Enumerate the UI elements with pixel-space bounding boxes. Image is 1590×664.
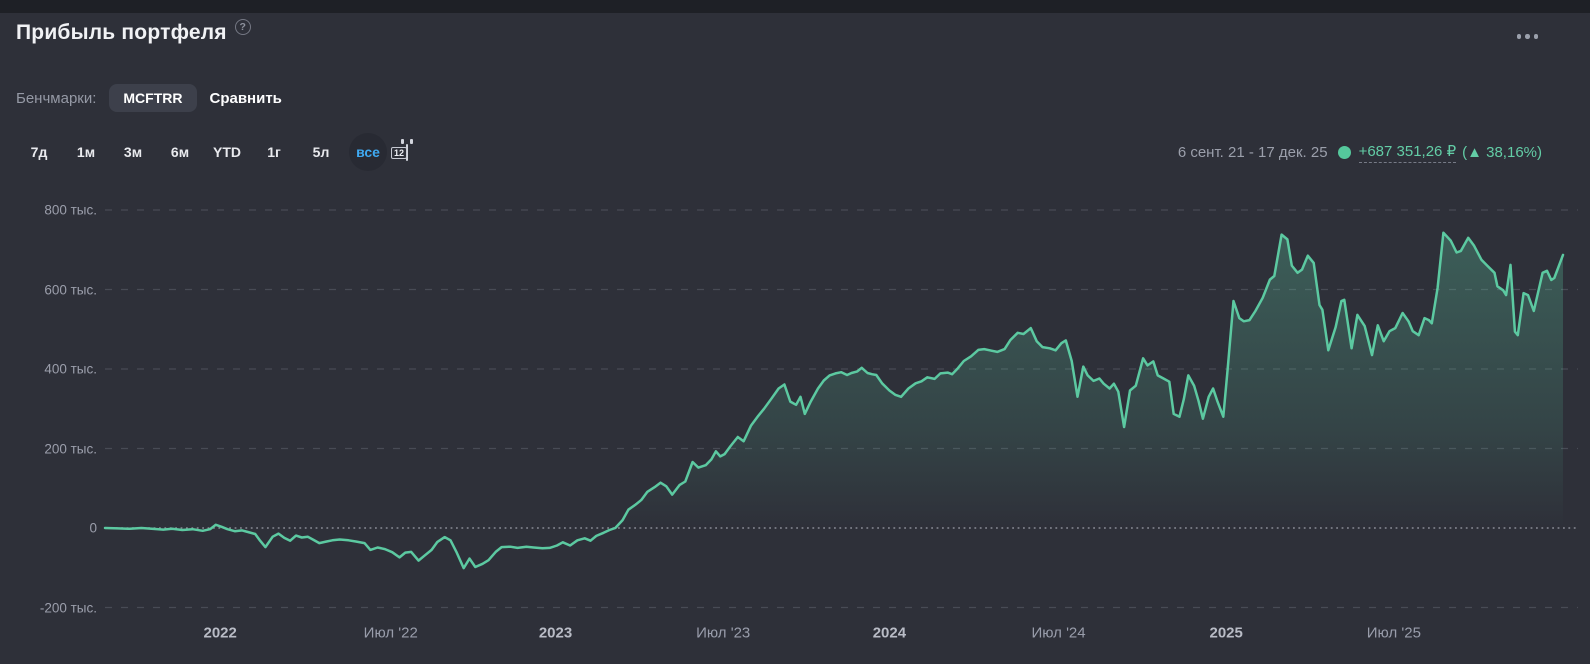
y-axis-label: 0 [89, 520, 97, 536]
range-selector: 7д 1м 3м 6м YTD 1г 5л все 12 [20, 133, 410, 171]
period-summary: 6 сент. 21 - 17 дек. 25 +687 351,26 ₽ (▲… [1178, 133, 1542, 171]
compare-button[interactable]: Сравнить [209, 89, 282, 107]
header: Прибыль портфеля ? [16, 19, 251, 45]
x-axis-label: Июл '22 [363, 624, 418, 642]
y-axis-label: 800 тыс. [44, 202, 97, 218]
benchmark-mcftrr-button[interactable]: MCFTRR [109, 84, 197, 112]
range-button-6м[interactable]: 6м [161, 133, 199, 171]
profit-chart[interactable] [0, 185, 1590, 660]
x-axis-label: Июл '23 [696, 624, 751, 642]
range-button-YTD[interactable]: YTD [208, 133, 246, 171]
page-title: Прибыль портфеля [16, 21, 227, 44]
calendar-day-label: 12 [391, 146, 407, 159]
range-button-5л[interactable]: 5л [302, 133, 340, 171]
profit-chart-area: 800 тыс. 600 тыс. 400 тыс. 200 тыс. 0 -200 ты… [0, 13, 1590, 664]
profit-percent: (▲ 38,16%) [1462, 143, 1542, 161]
more-options-button[interactable] [1513, 28, 1543, 45]
benchmarks-label: Бенчмарки: [16, 89, 97, 107]
calendar-icon: 12 [391, 143, 408, 161]
more-options-icon [1516, 34, 1521, 39]
range-button-все[interactable]: все [349, 133, 387, 171]
x-axis-label: 2023 [538, 624, 573, 642]
chart-area-fill [105, 232, 1563, 569]
help-icon[interactable]: ? [234, 19, 251, 35]
range-button-3м[interactable]: 3м [114, 133, 152, 171]
x-axis-label: Июл '25 [1366, 624, 1421, 642]
benchmarks-row: Бенчмарки: MCFTRR Сравнить [16, 83, 282, 113]
x-axis-label: 2022 [203, 624, 237, 642]
calendar-range-button[interactable]: 12 [391, 143, 410, 162]
series-dot-icon [1337, 145, 1351, 159]
portfolio-profit-card: Прибыль портфеля ? Бенчмарки: MCFTRR Сра… [0, 13, 1590, 664]
profit-value[interactable]: +687 351,26 ₽ [1358, 142, 1457, 163]
range-button-1м[interactable]: 1м [67, 133, 105, 171]
y-axis-label: -200 тыс. [39, 600, 97, 615]
period-label: 6 сент. 21 - 17 дек. 25 [1177, 143, 1328, 161]
x-axis-label: 2024 [872, 624, 907, 642]
range-button-1г[interactable]: 1г [255, 133, 293, 171]
x-axis-label: 2025 [1209, 624, 1243, 642]
range-button-7д[interactable]: 7д [20, 133, 58, 171]
y-axis-label: 200 тыс. [44, 441, 97, 456]
y-axis-label: 400 тыс. [44, 361, 97, 377]
x-axis-label: Июл '24 [1031, 624, 1086, 642]
y-axis-label: 600 тыс. [44, 282, 97, 297]
chart-line [103, 231, 1565, 570]
